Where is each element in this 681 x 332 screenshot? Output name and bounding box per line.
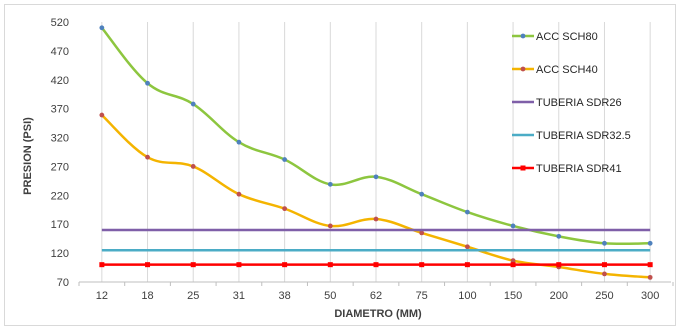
data-point-tuberia-sdr41-300 bbox=[647, 262, 653, 268]
y-tick-label-120: 120 bbox=[51, 248, 69, 260]
legend-label-tuberia-sdr32-5: TUBERIA SDR32.5 bbox=[536, 130, 631, 142]
y-tick-label-270: 270 bbox=[51, 161, 69, 173]
data-point-acc-sch80-62 bbox=[373, 174, 379, 180]
data-point-acc-sch40-25 bbox=[190, 164, 196, 169]
data-point-tuberia-sdr41-62 bbox=[373, 262, 379, 268]
data-point-acc-sch80-12 bbox=[99, 25, 105, 31]
data-point-acc-sch80-100 bbox=[464, 209, 470, 215]
legend-item-tuberia-sdr41: TUBERIA SDR41 bbox=[512, 163, 622, 175]
y-tick-label-420: 420 bbox=[51, 75, 69, 87]
data-point-acc-sch80-50 bbox=[327, 181, 333, 187]
y-axis-title: PRESION (PSI) bbox=[22, 117, 34, 195]
legend-marker bbox=[520, 33, 526, 39]
data-point-acc-sch40-250 bbox=[602, 271, 607, 277]
x-tick-label-200: 200 bbox=[550, 290, 568, 302]
legend-item-acc-sch40: ACC SCH40 bbox=[512, 64, 598, 76]
data-point-tuberia-sdr41-31 bbox=[236, 262, 242, 268]
x-tick-label-25: 25 bbox=[187, 290, 199, 302]
data-point-acc-sch80-150 bbox=[510, 223, 516, 229]
data-point-acc-sch80-75 bbox=[419, 191, 425, 197]
series-acc-sch80 bbox=[99, 25, 653, 246]
x-axis-title: DIAMETRO (MM) bbox=[334, 308, 422, 320]
x-tick-label-100: 100 bbox=[458, 290, 476, 302]
legend: ACC SCH80 ACC SCH40 TUBERIA SDR26 TUBERIA S… bbox=[512, 31, 631, 175]
data-point-acc-sch40-18 bbox=[145, 154, 150, 160]
data-point-acc-sch40-100 bbox=[464, 244, 470, 250]
chart-frame bbox=[4, 4, 676, 326]
x-axis-ticks: 12 18 25 31 38 50 62 75 100 150 200 250 300 bbox=[96, 290, 660, 302]
y-tick-label-220: 220 bbox=[51, 190, 69, 202]
x-tick-label-150: 150 bbox=[504, 290, 522, 302]
data-point-tuberia-sdr41-18 bbox=[145, 262, 151, 268]
y-axis-ticks: 70 120 170 220 270 320 370 420 470 520 bbox=[51, 17, 69, 289]
data-point-acc-sch40-12 bbox=[99, 112, 105, 118]
data-point-acc-sch40-75 bbox=[419, 230, 425, 236]
legend-item-tuberia-sdr32-5: TUBERIA SDR32.5 bbox=[512, 130, 631, 142]
x-tick-label-18: 18 bbox=[141, 290, 153, 302]
data-point-tuberia-sdr41-75 bbox=[419, 262, 425, 268]
data-point-tuberia-sdr41-100 bbox=[464, 262, 470, 268]
x-tick-label-38: 38 bbox=[278, 290, 290, 302]
data-point-acc-sch40-38 bbox=[282, 206, 288, 212]
y-tick-label-70: 70 bbox=[57, 277, 69, 289]
data-point-acc-sch40-150 bbox=[510, 258, 516, 264]
grid-lines bbox=[78, 22, 674, 286]
data-point-tuberia-sdr41-25 bbox=[190, 262, 196, 268]
legend-label-tuberia-sdr41: TUBERIA SDR41 bbox=[536, 163, 622, 175]
x-tick-label-75: 75 bbox=[416, 290, 428, 302]
legend-label-tuberia-sdr26: TUBERIA SDR26 bbox=[536, 97, 622, 109]
x-tick-label-62: 62 bbox=[370, 290, 382, 302]
legend-item-acc-sch80: ACC SCH80 bbox=[512, 31, 598, 43]
data-point-tuberia-sdr41-12 bbox=[99, 262, 105, 268]
legend-marker bbox=[520, 66, 526, 72]
series-tuberia-sdr41 bbox=[99, 262, 653, 268]
data-point-tuberia-sdr41-250 bbox=[601, 262, 607, 268]
y-tick-label-320: 320 bbox=[51, 133, 69, 145]
data-point-acc-sch40-300 bbox=[647, 274, 653, 280]
data-point-acc-sch80-200 bbox=[556, 233, 562, 239]
data-point-acc-sch80-31 bbox=[236, 139, 242, 145]
y-tick-label-370: 370 bbox=[51, 104, 69, 116]
data-point-acc-sch40-50 bbox=[327, 223, 333, 229]
x-tick-label-12: 12 bbox=[96, 290, 108, 302]
legend-label-acc-sch40: ACC SCH40 bbox=[536, 64, 598, 76]
data-point-tuberia-sdr41-38 bbox=[282, 262, 288, 268]
series-group bbox=[99, 25, 653, 280]
data-point-tuberia-sdr41-50 bbox=[327, 262, 333, 268]
x-tick-label-300: 300 bbox=[641, 290, 659, 302]
legend-item-tuberia-sdr26: TUBERIA SDR26 bbox=[512, 97, 622, 109]
data-point-acc-sch40-62 bbox=[373, 216, 379, 222]
y-tick-label-520: 520 bbox=[51, 17, 69, 29]
data-point-acc-sch80-25 bbox=[190, 101, 196, 107]
data-point-acc-sch80-18 bbox=[145, 80, 150, 86]
legend-label-acc-sch80: ACC SCH80 bbox=[536, 31, 598, 43]
x-tick-label-250: 250 bbox=[595, 290, 613, 302]
legend-marker bbox=[520, 165, 526, 171]
data-point-tuberia-sdr41-200 bbox=[556, 262, 562, 268]
x-tick-label-31: 31 bbox=[233, 290, 245, 302]
data-point-acc-sch80-38 bbox=[282, 157, 288, 162]
data-point-acc-sch80-250 bbox=[602, 240, 607, 246]
y-tick-label-470: 470 bbox=[51, 46, 69, 58]
data-point-tuberia-sdr41-150 bbox=[510, 262, 516, 268]
y-tick-label-170: 170 bbox=[51, 219, 69, 231]
data-point-acc-sch40-31 bbox=[236, 191, 242, 197]
data-point-acc-sch80-300 bbox=[647, 240, 653, 246]
x-tick-label-50: 50 bbox=[324, 290, 336, 302]
